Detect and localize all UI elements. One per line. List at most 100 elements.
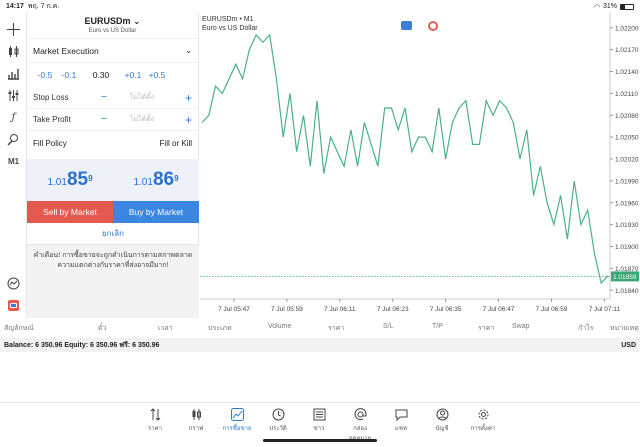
column-time[interactable]: เวลา — [158, 325, 173, 332]
candlestick-icon[interactable] — [4, 43, 23, 59]
fill-policy-label: Fill Policy — [33, 138, 67, 148]
nav-chat[interactable]: แชท — [383, 408, 419, 433]
home-indicator — [263, 439, 377, 442]
chart-zoom-icon[interactable] — [4, 275, 23, 291]
column-price[interactable]: ราคา — [328, 325, 345, 332]
bid-price-fraction: 9 — [88, 173, 93, 183]
symbol-selector[interactable]: EURUSDm ⌄ Euro vs US Dollar — [27, 13, 198, 39]
volume-plus-0.5-button[interactable]: +0.5 — [148, 70, 166, 80]
column-sl[interactable]: S/L — [383, 323, 394, 330]
trade-icon — [230, 408, 244, 421]
sell-by-market-button[interactable]: Sell by Market — [27, 201, 113, 223]
nav-accounts[interactable]: บัญชี — [424, 408, 460, 433]
quotes-icon — [150, 408, 160, 421]
function-icon[interactable]: ƒ — [11, 111, 16, 123]
stop-loss-row: Stop Loss − ไม่ได้ตั้ง + — [27, 87, 198, 109]
volume-plus-0.1-button[interactable]: +0.1 — [124, 70, 142, 80]
y-tick-label: 1.02020 — [615, 157, 639, 164]
objects-icon[interactable] — [4, 131, 23, 147]
x-tick-label: 7 Jul 06:23 — [377, 306, 409, 313]
indicators-icon[interactable] — [4, 65, 23, 81]
stop-loss-plus-button[interactable]: + — [184, 90, 192, 105]
column-symbol[interactable]: สัญลักษณ์ — [4, 325, 34, 332]
nav-quotes[interactable]: ราคา — [137, 408, 173, 433]
order-panel: EURUSDm ⌄ Euro vs US Dollar Market Execu… — [27, 13, 199, 318]
chat-icon — [395, 409, 407, 421]
history-icon — [272, 408, 284, 421]
stop-loss-minus-button[interactable]: − — [101, 92, 107, 103]
timeframe-button[interactable]: M1 — [7, 156, 20, 166]
balance-text: Balance: 6 350.96 Equity: 6 350.96 ฟรี: … — [4, 341, 160, 349]
nav-trade[interactable]: การซื้อขาย — [219, 408, 255, 433]
ask-price-pips: 86 — [152, 169, 175, 190]
fill-policy-row[interactable]: Fill Policy Fill or Kill — [27, 131, 198, 155]
volume-minus-0.1-button[interactable]: -0.1 — [61, 70, 77, 80]
status-time: 14:17 — [6, 3, 24, 10]
battery-icon — [620, 3, 634, 10]
buy-by-market-button[interactable]: Buy by Market — [113, 201, 199, 223]
symbol-name: EURUSDm — [84, 16, 131, 26]
battery-percent: 31% — [602, 3, 617, 10]
volume-minus-0.5-button[interactable]: -0.5 — [37, 70, 53, 80]
nav-trade-label: การซื้อขาย — [222, 426, 252, 432]
volume-row: -0.5 -0.1 0.30 +0.1 +0.5 — [27, 63, 198, 87]
chart-canvas[interactable]: 1.02200 1.02170 1.02140 1.02110 1.02080 1.020… — [200, 13, 640, 318]
x-tick-label: 7 Jul 06:11 — [324, 306, 356, 313]
execution-type-label: Market Execution — [33, 45, 99, 56]
column-tp[interactable]: T/P — [432, 323, 443, 330]
account-icon — [436, 408, 448, 421]
y-tick-label: 1.01870 — [615, 266, 639, 273]
stop-loss-input[interactable]: ไม่ได้ตั้ง — [129, 94, 155, 101]
ask-price-fraction: 9 — [174, 173, 179, 183]
nav-chart[interactable]: กราฟ — [178, 408, 214, 433]
column-volume[interactable]: Volume — [268, 323, 292, 330]
execution-warning: คำเตือน! การซื้อขายจะถูกดำเนินการตามสภาพ… — [27, 245, 199, 318]
nav-mailbox[interactable]: กล่องจดหมาย — [342, 408, 378, 443]
nav-quotes-label: ราคา — [148, 426, 162, 432]
column-comment[interactable]: หมายเหตุ — [610, 325, 639, 332]
stop-loss-label: Stop Loss — [33, 93, 69, 102]
bid-price: 1.01 85 9 — [27, 159, 113, 201]
chevron-down-icon: ⌄ — [132, 16, 141, 26]
x-tick-label: 7 Jul 07:11 — [589, 306, 621, 313]
trade-buttons: Sell by Market Buy by Market — [27, 201, 199, 223]
fill-policy-value: Fill or Kill — [159, 138, 192, 148]
chart-trade-icons — [401, 21, 438, 31]
one-click-panel-icon[interactable] — [401, 21, 412, 30]
one-click-trading-icon[interactable] — [4, 297, 23, 313]
chart-symbol-desc: Euro vs US Dollar — [202, 25, 258, 32]
nav-history[interactable]: ประวัติ — [260, 408, 296, 433]
price-chart[interactable]: 1.02200 1.02170 1.02140 1.02110 1.02080 1.020… — [200, 13, 640, 318]
chart-toolbar: ƒ M1 — [0, 13, 27, 318]
take-profit-plus-button[interactable]: + — [184, 112, 192, 127]
cancel-button[interactable]: ยกเลิก — [27, 223, 199, 245]
y-tick-label: 1.02080 — [615, 113, 639, 120]
take-profit-input[interactable]: ไม่ได้ตั้ง — [129, 116, 155, 123]
volume-input[interactable]: 0.30 — [92, 70, 110, 80]
ask-price-prefix: 1.01 — [133, 176, 153, 188]
at-icon — [354, 408, 367, 421]
settings-sliders-icon[interactable] — [4, 87, 23, 103]
current-price-label: 1.01859 — [613, 274, 637, 281]
x-tick-label: 7 Jul 05:47 — [218, 306, 250, 313]
nav-chart-label: กราฟ — [188, 426, 204, 432]
crosshair-icon[interactable] — [4, 21, 23, 37]
take-profit-minus-button[interactable]: − — [101, 114, 107, 125]
column-swap[interactable]: Swap — [512, 323, 530, 330]
column-current-price[interactable]: ราคา — [478, 325, 495, 332]
execution-type-select[interactable]: Market Execution ⌄ — [27, 39, 198, 63]
nav-settings[interactable]: การตั้งค่า — [465, 408, 501, 433]
account-currency: USD — [621, 341, 636, 349]
symbol-description: Euro vs US Dollar — [88, 28, 137, 34]
news-icon — [313, 408, 325, 421]
column-profit[interactable]: กำไร — [578, 325, 594, 332]
price-series-line — [201, 33, 609, 285]
nav-news-label: ข่าว — [313, 426, 325, 432]
column-type[interactable]: ประเภท — [208, 325, 232, 332]
nav-chat-label: แชท — [395, 426, 407, 432]
chart-symbol-title: EURUSDm • M1 — [202, 16, 254, 23]
status-bar: 14:17 พฤ. 7 ก.ค. ◠ 31% — [0, 0, 640, 13]
column-ticket[interactable]: ตั๋ว — [98, 325, 107, 332]
nav-news[interactable]: ข่าว — [301, 408, 337, 433]
depth-of-market-icon[interactable] — [428, 21, 438, 31]
